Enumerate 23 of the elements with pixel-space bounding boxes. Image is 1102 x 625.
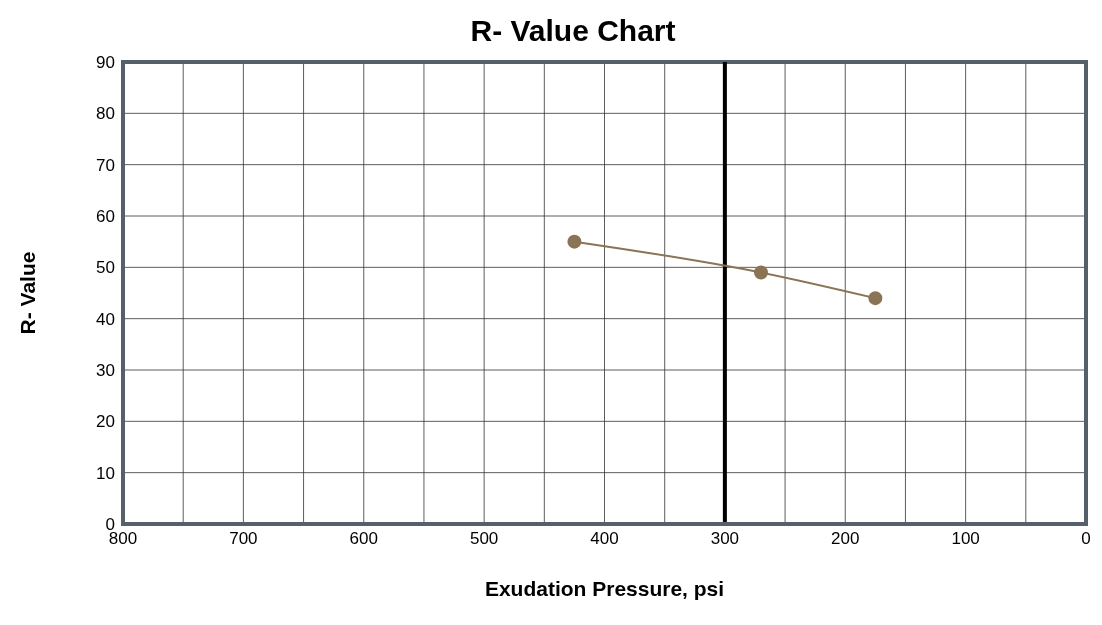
- y-axis-title: R- Value: [16, 251, 40, 335]
- y-tick-label: 60: [96, 207, 115, 227]
- x-tick-label: 200: [831, 529, 860, 549]
- x-tick-label: 700: [229, 529, 258, 549]
- x-axis-title: Exudation Pressure, psi: [484, 577, 725, 600]
- y-tick-label: 20: [96, 412, 115, 432]
- chart-title: R- Value Chart: [469, 13, 677, 49]
- x-tick-label: 0: [1081, 529, 1091, 549]
- point: [868, 291, 883, 306]
- y-tick-label: 70: [96, 155, 115, 175]
- point: [567, 234, 582, 249]
- x-tick-label: 400: [590, 529, 619, 549]
- x-tick-label: 300: [710, 529, 740, 549]
- y-tick-label: 90: [96, 53, 115, 73]
- y-tick-label: 40: [96, 309, 115, 329]
- x-tick-label: 100: [951, 529, 980, 549]
- x-tick-label: 500: [469, 529, 499, 549]
- y-tick-label: 10: [96, 463, 115, 483]
- x-tick-label: 600: [349, 529, 378, 549]
- point: [753, 265, 768, 280]
- y-tick-label: 30: [96, 361, 115, 381]
- y-tick-label: 80: [96, 104, 115, 124]
- y-tick-label: 50: [96, 258, 115, 278]
